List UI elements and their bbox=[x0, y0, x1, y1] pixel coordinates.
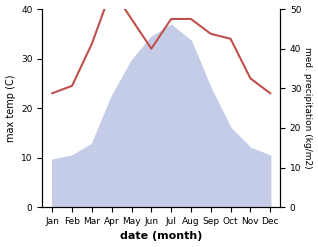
X-axis label: date (month): date (month) bbox=[120, 231, 203, 242]
Y-axis label: max temp (C): max temp (C) bbox=[5, 74, 16, 142]
Y-axis label: med. precipitation (kg/m2): med. precipitation (kg/m2) bbox=[303, 47, 313, 169]
